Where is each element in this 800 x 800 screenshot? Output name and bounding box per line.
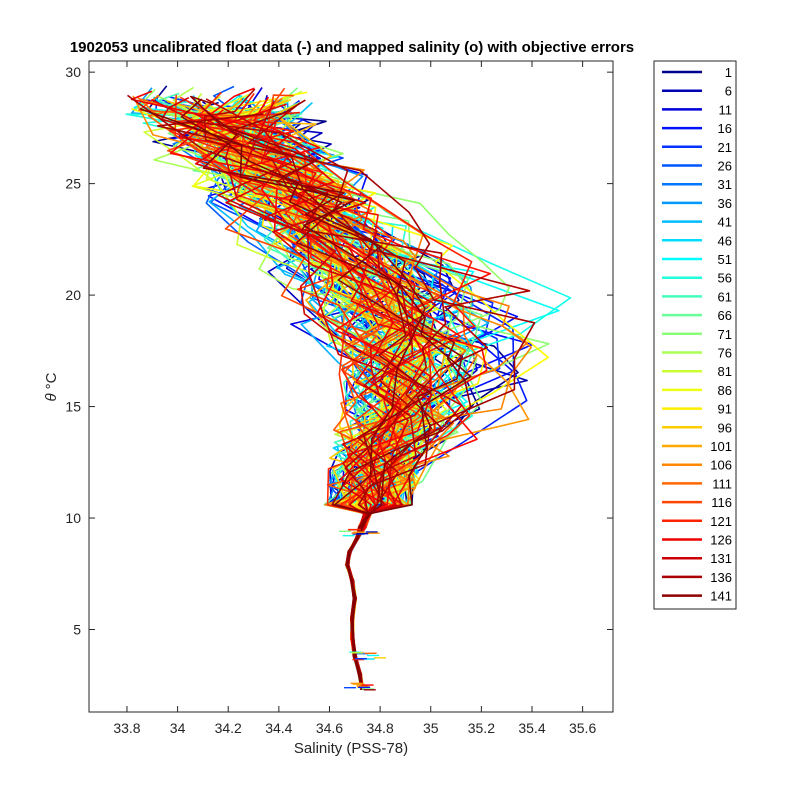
y-axis-label-symbol: θ — [43, 393, 60, 401]
legend-label-106: 106 — [710, 458, 732, 473]
x-tick-label-9: 35.6 — [569, 720, 596, 736]
profile-line-143 — [202, 111, 463, 690]
y-tick-label-2: 15 — [65, 399, 81, 415]
legend-label-6: 6 — [725, 84, 732, 99]
legend-label-51: 51 — [718, 252, 732, 267]
x-tick-label-8: 35.4 — [518, 720, 545, 736]
legend-label-31: 31 — [718, 177, 732, 192]
plot-frame — [88, 60, 614, 713]
legend-label-1: 1 — [725, 65, 732, 80]
legend-label-126: 126 — [710, 533, 732, 548]
legend-label-86: 86 — [718, 383, 732, 398]
legend-label-116: 116 — [711, 495, 732, 510]
x-tick-label-5: 34.8 — [366, 720, 393, 736]
x-tick-label-3: 34.4 — [265, 720, 292, 736]
profile-line-145 — [139, 107, 472, 690]
legend-label-141: 141 — [710, 589, 732, 604]
legend-label-96: 96 — [718, 420, 732, 435]
legend-label-46: 46 — [718, 233, 732, 248]
legend-label-56: 56 — [718, 271, 732, 286]
y-tick-label-5: 30 — [65, 64, 81, 80]
y-tick-label-1: 10 — [65, 510, 81, 526]
x-tick-label-1: 34 — [170, 720, 186, 736]
x-tick-label-4: 34.6 — [316, 720, 343, 736]
legend-label-11: 11 — [719, 102, 733, 117]
chart-title: 1902053 uncalibrated float data (-) and … — [70, 39, 634, 56]
y-tick-label-3: 20 — [65, 287, 81, 303]
y-axis-label-unit: °C — [43, 372, 60, 389]
series-layer — [125, 85, 572, 691]
legend-label-81: 81 — [718, 364, 732, 379]
legend-label-101: 101 — [710, 439, 732, 454]
x-tick-label-6: 35 — [423, 720, 439, 736]
x-tick-label-0: 33.8 — [113, 720, 140, 736]
y-axis-label: θ °C — [43, 372, 60, 401]
x-axis-label: Salinity (PSS-78) — [294, 740, 408, 757]
legend-label-111: 111 — [712, 476, 732, 491]
axis-ticks: 33.8 34 34.2 34.4 34.6 34.8 35 35.2 35.4 35.6 5 10 1… — [65, 61, 613, 736]
legend-label-21: 21 — [718, 140, 732, 155]
y-tick-label-0: 5 — [73, 622, 81, 638]
legend-label-121: 121 — [710, 514, 732, 529]
legend-label-16: 16 — [718, 121, 732, 136]
legend-label-66: 66 — [718, 308, 732, 323]
legend-label-26: 26 — [718, 159, 732, 174]
legend-label-131: 131 — [710, 551, 732, 566]
legend-label-61: 61 — [718, 289, 732, 304]
legend-label-136: 136 — [710, 570, 732, 585]
legend-label-36: 36 — [718, 196, 732, 211]
x-tick-label-2: 34.2 — [215, 720, 242, 736]
legend-label-41: 41 — [718, 215, 732, 230]
legend-label-76: 76 — [718, 346, 732, 361]
legend-label-91: 91 — [718, 402, 732, 417]
y-tick-label-4: 25 — [65, 176, 81, 192]
plot-area — [89, 61, 613, 712]
x-tick-label-7: 35.2 — [468, 720, 495, 736]
legend-entries: 1611162126313641465156616671768186919610… — [662, 65, 732, 604]
svg-text:θ°C: θ °C — [43, 372, 60, 401]
legend-label-71: 71 — [718, 327, 732, 342]
